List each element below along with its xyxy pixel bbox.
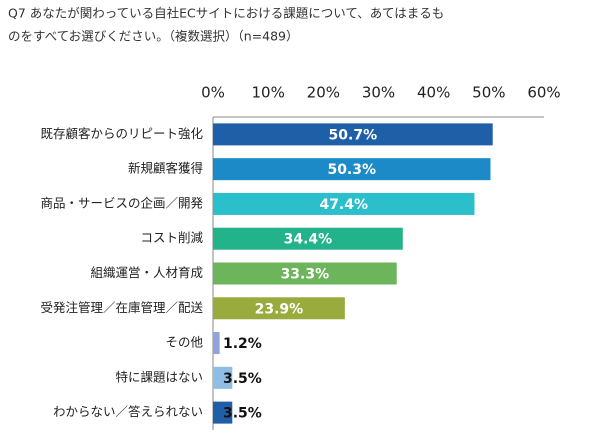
x-tick-label: 0% <box>201 84 225 102</box>
value-label: 23.9% <box>255 301 304 317</box>
value-label: 3.5% <box>223 371 262 387</box>
x-tick-label: 40% <box>417 84 450 102</box>
value-label: 50.7% <box>329 127 378 143</box>
bar <box>213 123 493 146</box>
x-tick-label: 20% <box>307 84 340 102</box>
bar <box>213 366 233 389</box>
bar <box>213 297 345 320</box>
x-tick-label: 60% <box>527 84 560 102</box>
x-tick-label: 30% <box>362 84 395 102</box>
bar <box>213 192 475 215</box>
y-tick-label: 既存顧客からのリピート強化 <box>40 126 203 141</box>
bar <box>213 158 491 181</box>
bar <box>213 332 220 355</box>
chart-title: Q7 あなたが関わっている自社ECサイトにおける課題について、あてはまるも <box>8 6 444 21</box>
bar <box>213 227 403 250</box>
y-tick-label: その他 <box>165 335 203 350</box>
y-tick-label: コスト削減 <box>140 230 203 245</box>
value-label: 1.2% <box>223 336 262 352</box>
value-label: 34.4% <box>284 232 333 248</box>
value-label: 33.3% <box>281 267 330 283</box>
y-tick-label: 新規顧客獲得 <box>128 161 203 176</box>
bar <box>213 401 233 424</box>
y-tick-label: 商品・サービスの企画／開発 <box>40 195 203 210</box>
x-tick-label: 10% <box>251 84 284 102</box>
value-label: 50.3% <box>327 162 376 178</box>
y-tick-label: 受発注管理／在庫管理／配送 <box>40 300 203 315</box>
y-tick-label: 特に課題はない <box>115 369 203 384</box>
value-label: 3.5% <box>223 406 262 422</box>
value-label: 47.4% <box>319 197 368 213</box>
y-tick-label: わからない／答えられない <box>53 404 203 419</box>
x-tick-label: 50% <box>472 84 505 102</box>
bar <box>213 262 397 285</box>
chart-title: のをすべてお選びください。（複数選択）（n=489） <box>8 29 299 44</box>
y-tick-label: 組織運営・人材育成 <box>90 265 203 280</box>
